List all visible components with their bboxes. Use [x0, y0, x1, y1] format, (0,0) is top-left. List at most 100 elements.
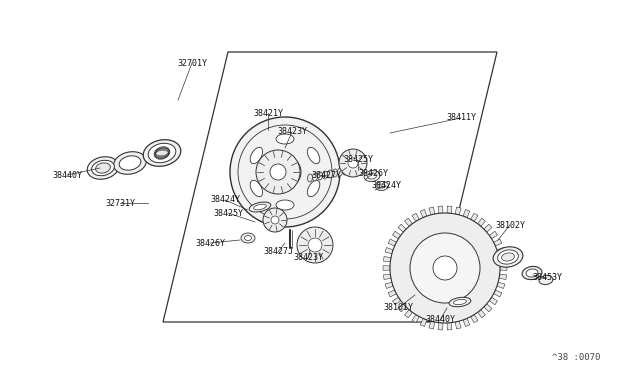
- Polygon shape: [477, 310, 486, 318]
- Polygon shape: [447, 323, 452, 330]
- Text: 38427J: 38427J: [263, 247, 293, 257]
- Ellipse shape: [154, 148, 170, 158]
- Polygon shape: [455, 321, 461, 329]
- Ellipse shape: [449, 297, 471, 307]
- Polygon shape: [429, 321, 435, 329]
- Ellipse shape: [143, 140, 180, 166]
- Text: 38440Y: 38440Y: [425, 315, 455, 324]
- Polygon shape: [493, 239, 502, 246]
- Circle shape: [271, 216, 279, 224]
- Ellipse shape: [379, 184, 385, 188]
- Polygon shape: [484, 304, 492, 312]
- Text: 38411Y: 38411Y: [446, 113, 476, 122]
- Ellipse shape: [337, 168, 342, 176]
- Polygon shape: [392, 297, 401, 305]
- Ellipse shape: [317, 172, 323, 180]
- Polygon shape: [404, 310, 412, 318]
- Ellipse shape: [328, 170, 333, 178]
- Text: 38101Y: 38101Y: [383, 304, 413, 312]
- Polygon shape: [489, 297, 497, 305]
- Ellipse shape: [333, 169, 337, 177]
- Polygon shape: [404, 218, 412, 226]
- Polygon shape: [438, 323, 443, 330]
- Circle shape: [269, 156, 301, 188]
- Ellipse shape: [454, 299, 467, 305]
- Ellipse shape: [307, 180, 320, 197]
- Ellipse shape: [114, 152, 147, 174]
- Text: 32701Y: 32701Y: [177, 58, 207, 67]
- Circle shape: [410, 233, 480, 303]
- Ellipse shape: [497, 250, 518, 264]
- Circle shape: [275, 162, 295, 182]
- Ellipse shape: [342, 167, 348, 175]
- Circle shape: [270, 164, 286, 180]
- Circle shape: [230, 117, 340, 227]
- Ellipse shape: [526, 269, 538, 277]
- Polygon shape: [497, 247, 505, 254]
- Text: 38426Y: 38426Y: [195, 238, 225, 247]
- Text: 38423Y: 38423Y: [277, 128, 307, 137]
- Circle shape: [263, 208, 287, 232]
- Polygon shape: [385, 247, 393, 254]
- Text: 38440Y: 38440Y: [52, 170, 82, 180]
- Polygon shape: [499, 256, 507, 262]
- Circle shape: [390, 213, 500, 323]
- Text: 38424Y: 38424Y: [371, 182, 401, 190]
- Polygon shape: [500, 266, 507, 270]
- Ellipse shape: [249, 202, 271, 212]
- Polygon shape: [438, 206, 443, 214]
- Polygon shape: [398, 224, 406, 232]
- Polygon shape: [383, 274, 391, 279]
- Polygon shape: [383, 266, 390, 270]
- Polygon shape: [484, 224, 492, 232]
- Ellipse shape: [323, 171, 328, 179]
- Polygon shape: [398, 304, 406, 312]
- Ellipse shape: [253, 204, 266, 210]
- Text: 38421Y: 38421Y: [253, 109, 283, 118]
- Ellipse shape: [241, 233, 255, 243]
- Ellipse shape: [502, 253, 515, 261]
- Polygon shape: [412, 213, 419, 221]
- Text: 38425Y: 38425Y: [213, 208, 243, 218]
- Ellipse shape: [95, 163, 111, 173]
- Text: 38424Y: 38424Y: [210, 196, 240, 205]
- Polygon shape: [392, 231, 401, 239]
- Ellipse shape: [522, 266, 542, 280]
- Ellipse shape: [119, 156, 141, 170]
- Circle shape: [433, 256, 457, 280]
- Polygon shape: [383, 256, 391, 262]
- Ellipse shape: [244, 235, 252, 241]
- Text: 38427Y: 38427Y: [311, 170, 341, 180]
- Text: 38423Y: 38423Y: [293, 253, 323, 263]
- Circle shape: [256, 150, 300, 194]
- Polygon shape: [470, 213, 478, 221]
- Circle shape: [348, 158, 358, 168]
- Polygon shape: [477, 218, 486, 226]
- Ellipse shape: [364, 170, 380, 182]
- Polygon shape: [497, 282, 505, 288]
- Circle shape: [297, 227, 333, 263]
- Polygon shape: [470, 315, 478, 323]
- Ellipse shape: [250, 180, 262, 197]
- Circle shape: [308, 238, 322, 252]
- Polygon shape: [388, 290, 396, 297]
- Ellipse shape: [493, 247, 523, 267]
- Polygon shape: [463, 209, 470, 218]
- Ellipse shape: [250, 147, 262, 164]
- Polygon shape: [388, 239, 396, 246]
- Text: 38425Y: 38425Y: [343, 155, 373, 164]
- Text: 38426Y: 38426Y: [358, 169, 388, 177]
- Polygon shape: [412, 315, 419, 323]
- Polygon shape: [499, 274, 507, 279]
- Polygon shape: [455, 207, 461, 215]
- Ellipse shape: [367, 173, 376, 179]
- Text: 32731Y: 32731Y: [105, 199, 135, 208]
- Ellipse shape: [87, 157, 119, 179]
- Polygon shape: [385, 282, 393, 288]
- Ellipse shape: [539, 275, 553, 285]
- Ellipse shape: [92, 160, 115, 176]
- Circle shape: [339, 149, 367, 177]
- Ellipse shape: [276, 134, 294, 144]
- Ellipse shape: [307, 147, 320, 164]
- Text: 38102Y: 38102Y: [495, 221, 525, 230]
